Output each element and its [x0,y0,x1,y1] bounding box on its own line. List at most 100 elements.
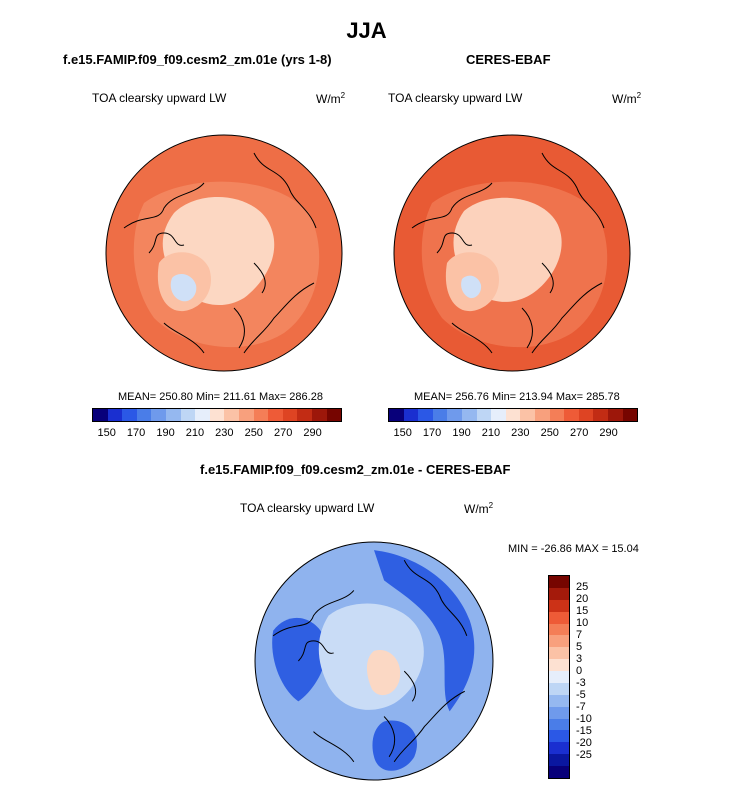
diff-stats: MIN = -26.86 MAX = 15.04 [508,543,639,555]
colorbar-tick-label: 250 [540,427,559,439]
obs-polar-map [393,134,631,372]
colorbar-tick-label: -3 [576,677,586,689]
colorbar-swatch [209,409,225,421]
figure-title: JJA [346,18,387,43]
colorbar-swatch [520,409,535,421]
diff-units: W/m2 [464,501,494,516]
colorbar-tick-label: 250 [244,427,263,439]
colorbar-tick-label: 210 [481,427,501,439]
obs-variable-label: TOA clearsky upward LW [388,91,523,105]
colorbar-swatch [549,718,569,731]
colorbar-swatch [549,587,569,600]
diff-map-coastlines [272,559,468,763]
colorbar-swatch [180,409,196,421]
colorbar-swatch [534,409,550,421]
colorbar-tick-label: 5 [576,641,583,653]
diff-polar-map [254,541,494,781]
colorbar-swatch [326,409,342,421]
colorbar-tick-label: 290 [599,427,618,439]
diff-map-land-east [374,550,475,712]
colorbar-swatch [476,409,492,421]
colorbar-swatch [549,623,569,636]
colorbar-tick-label: 170 [126,427,146,439]
model-colorbar [92,408,342,422]
colorbar-swatch [549,635,569,648]
colorbar-tick-label: 230 [215,427,234,439]
colorbar-swatch [549,694,569,707]
model-variable-label: TOA clearsky upward LW [92,91,227,105]
colorbar-swatch [447,409,462,421]
colorbar-tick-label: 3 [576,653,583,665]
colorbar-tick-label: 170 [422,427,442,439]
colorbar-swatch [165,409,181,421]
colorbar-swatch [549,611,569,624]
colorbar-tick-label: 190 [156,427,175,439]
colorbar-swatch [549,754,569,766]
colorbar-swatch [549,671,569,683]
obs-map-coastlines [411,152,605,354]
diff-map-land-south [372,720,418,771]
colorbar-swatch [549,647,569,660]
colorbar-tick-label: -15 [576,725,592,737]
colorbar-swatch [311,409,327,421]
diff-colorbar [548,575,570,779]
colorbar-tick-label: 150 [97,427,116,439]
colorbar-swatch [549,742,569,755]
colorbar-tick-label: 7 [576,629,583,641]
colorbar-swatch [122,409,137,421]
colorbar-swatch [151,409,166,421]
colorbar-swatch [578,409,594,421]
colorbar-tick-label: 10 [576,617,589,629]
obs-colorbar-ticks: 150 170 190 210 230 250 270 290 [388,427,638,441]
colorbar-swatch [622,409,638,421]
model-panel-title: f.e15.FAMIP.f09_f09.cesm2_zm.01e (yrs 1-… [63,52,332,67]
model-map-greenland-core [170,273,197,302]
obs-stats: MEAN= 256.76 Min= 213.94 Max= 285.78 [414,391,620,403]
colorbar-swatch [549,730,569,743]
colorbar-tick-label: 20 [576,593,589,605]
colorbar-swatch [389,409,404,421]
model-colorbar-ticks: 150 170 190 210 230 250 270 290 [92,427,342,441]
colorbar-swatch [224,409,239,421]
model-stats: MEAN= 250.80 Min= 211.61 Max= 286.28 [118,391,323,403]
colorbar-tick-label: 210 [185,427,205,439]
colorbar-tick-label: 290 [303,427,322,439]
diff-variable-label: TOA clearsky upward LW [240,501,375,515]
colorbar-swatch [107,409,123,421]
obs-panel-title: CERES-EBAF [466,52,551,67]
obs-colorbar [388,408,638,422]
colorbar-tick-label: 25 [576,581,589,593]
colorbar-swatch [549,766,569,778]
colorbar-swatch [93,409,108,421]
colorbar-tick-label: -7 [576,700,586,713]
colorbar-swatch [403,409,419,421]
colorbar-swatch [195,409,210,421]
diff-panel-title: f.e15.FAMIP.f09_f09.cesm2_zm.01e - CERES… [200,462,511,477]
colorbar-tick-label: -5 [576,689,586,701]
colorbar-swatch [461,409,477,421]
colorbar-swatch [549,599,569,612]
colorbar-tick-label: 270 [273,427,293,439]
colorbar-swatch [282,409,298,421]
diff-colorbar-ticks: 25 20 15 10 7 5 3 0 -3 -5 -7 -10 -15 -20 -25 [576,575,616,779]
colorbar-swatch [268,409,283,421]
colorbar-swatch [607,409,623,421]
model-map-coastlines [123,152,317,354]
colorbar-tick-label: 15 [576,605,589,617]
diff-map-warm-patch [366,649,401,696]
colorbar-swatch [418,409,433,421]
colorbar-swatch [238,409,254,421]
colorbar-tick-label: 270 [569,427,589,439]
colorbar-tick-label: 150 [393,427,412,439]
colorbar-swatch [549,409,565,421]
colorbar-swatch [593,409,608,421]
colorbar-swatch [297,409,312,421]
colorbar-swatch [549,659,569,671]
colorbar-tick-label: 190 [452,427,471,439]
colorbar-tick-label: -25 [576,749,592,761]
colorbar-tick-label: -10 [576,713,592,725]
obs-map-greenland-core [461,275,482,299]
colorbar-swatch [549,682,569,695]
colorbar-swatch [432,409,448,421]
model-polar-map [105,134,343,372]
